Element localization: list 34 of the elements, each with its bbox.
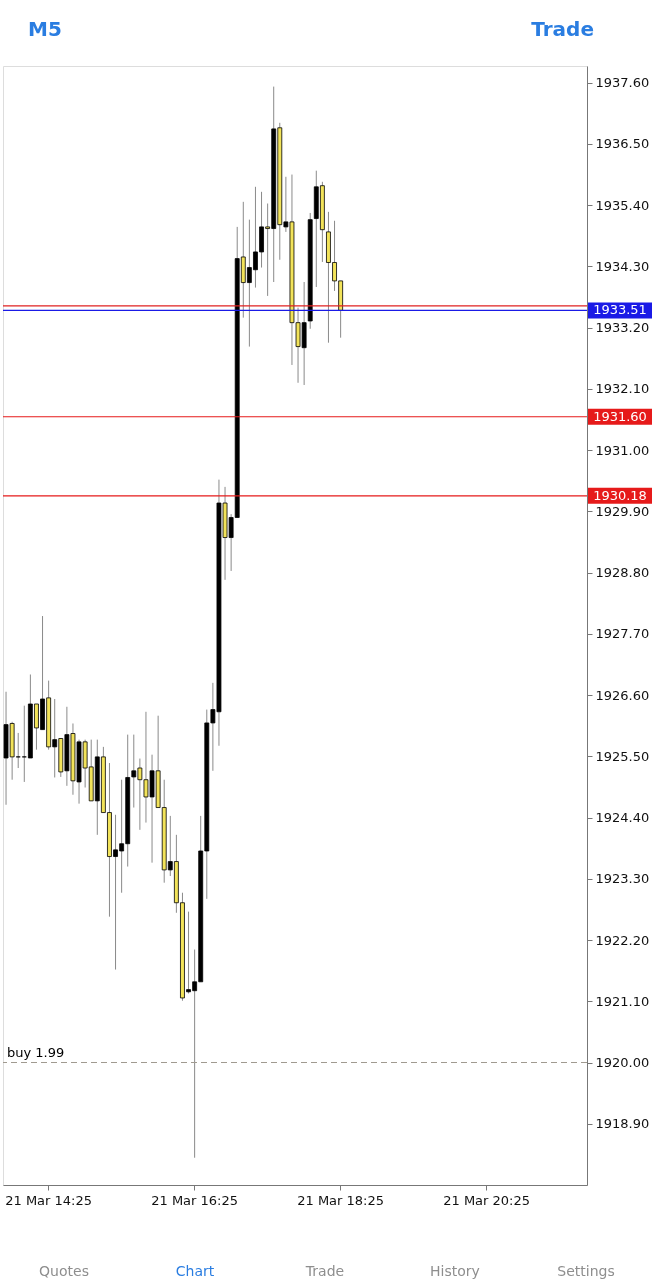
y-tick-label: 1935.40: [595, 197, 650, 213]
y-tick-label: 1928.80: [595, 565, 650, 581]
ref-line-label: buy 1.99: [7, 1044, 65, 1060]
ref-line-label: 1930.18: [593, 487, 647, 503]
text: Chart: [175, 1263, 215, 1279]
y-tick-label: 1929.90: [595, 503, 650, 519]
y-tick-label: 1932.10: [595, 381, 650, 397]
text: Quotes: [39, 1263, 89, 1279]
y-tick-label: 1934.30: [595, 258, 650, 274]
x-tick-label: 21 Mar 18:25: [297, 1192, 385, 1208]
ref-line-label: 1931.60: [593, 408, 647, 424]
y-tick-label: 1927.70: [595, 626, 650, 642]
x-tick-label: 21 Mar 20:25: [443, 1192, 531, 1208]
y-tick-label: 1933.20: [595, 320, 650, 336]
y-tick-label: 1918.90: [595, 1116, 650, 1132]
candlestick: [21, 705, 27, 783]
text: Trade: [531, 17, 594, 41]
x-tick-label: 21 Mar 14:25: [5, 1192, 93, 1208]
text: Settings: [557, 1263, 615, 1279]
y-tick-label: 1920.00: [595, 1055, 650, 1071]
text: M5: [28, 17, 62, 41]
text: Trade: [304, 1263, 345, 1279]
y-tick-label: 1925.50: [595, 748, 650, 764]
y-tick-label: 1931.00: [595, 442, 650, 458]
y-tick-label: 1936.50: [595, 136, 650, 152]
y-tick-label: 1924.40: [595, 810, 650, 826]
y-tick-label: 1921.10: [595, 993, 650, 1009]
text: History: [430, 1263, 480, 1279]
y-tick-label: 1922.20: [595, 932, 650, 948]
x-tick-label: 21 Mar 16:25: [151, 1192, 239, 1208]
y-tick-label: 1923.30: [595, 871, 650, 887]
ref-line-label: 1933.51: [593, 302, 647, 318]
y-tick-label: 1926.60: [595, 687, 650, 703]
y-tick-label: 1937.60: [595, 75, 650, 91]
